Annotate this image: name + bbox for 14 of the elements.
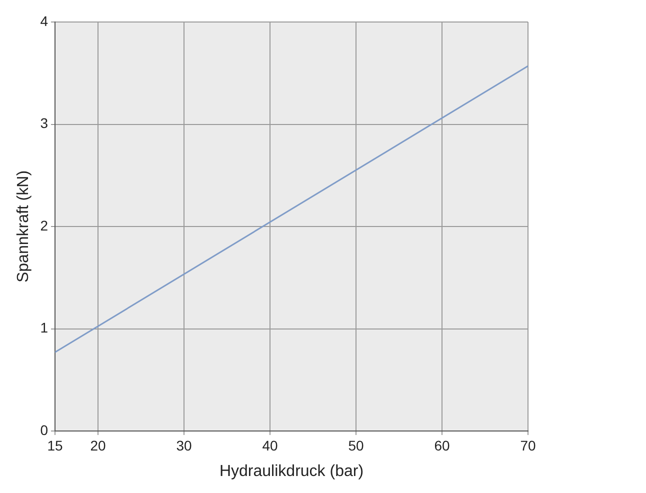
y-tick-label: 2 xyxy=(40,217,48,234)
y-tick-label: 1 xyxy=(40,320,48,336)
x-tick-label: 30 xyxy=(176,437,192,454)
x-tick-label: 50 xyxy=(348,437,364,454)
x-tick-label: 20 xyxy=(90,437,106,454)
y-axis-title: Spannkraft (kN) xyxy=(15,170,32,283)
x-tick-label: 40 xyxy=(262,437,278,454)
y-tick-label: 4 xyxy=(40,12,48,29)
y-tick-label: 3 xyxy=(40,115,48,132)
x-axis-title: Hydraulikdruck (bar) xyxy=(219,462,364,480)
x-tick-label: 15 xyxy=(47,437,63,454)
x-tick-label: 70 xyxy=(520,437,536,454)
y-tick-label: 0 xyxy=(40,422,48,438)
x-tick-label: 60 xyxy=(434,437,450,454)
